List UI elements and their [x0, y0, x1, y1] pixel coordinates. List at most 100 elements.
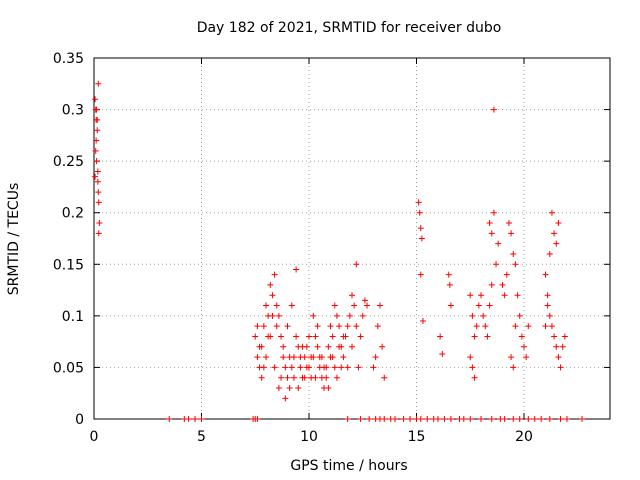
y-tick-label: 0.15 — [53, 257, 84, 273]
data-point — [370, 364, 377, 371]
data-point — [366, 416, 373, 422]
data-point — [478, 416, 484, 422]
data-point — [555, 220, 562, 227]
data-point — [299, 343, 306, 350]
data-point — [357, 416, 364, 422]
data-point — [488, 416, 495, 422]
data-point — [516, 312, 523, 319]
data-point — [258, 374, 265, 381]
data-point — [512, 261, 519, 268]
data-point — [303, 364, 310, 371]
data-point — [508, 230, 515, 237]
data-point — [308, 354, 315, 361]
x-tick-label: 5 — [197, 429, 206, 445]
data-point — [325, 385, 332, 392]
data-point — [514, 292, 521, 299]
data-point — [280, 354, 287, 361]
data-point — [488, 281, 495, 288]
data-point — [551, 230, 558, 237]
data-point — [419, 318, 426, 325]
data-point — [275, 385, 282, 392]
data-point — [486, 220, 493, 227]
data-point — [361, 297, 368, 304]
data-point — [297, 354, 304, 361]
data-point — [478, 292, 484, 299]
data-point — [417, 416, 424, 422]
data-point — [316, 354, 323, 361]
data-point — [278, 374, 285, 381]
data-point — [521, 343, 527, 350]
data-point — [525, 323, 532, 330]
data-point — [260, 364, 267, 371]
data-point — [96, 220, 103, 227]
y-tick-label: 0.05 — [53, 360, 84, 376]
data-point — [346, 312, 353, 319]
data-point — [260, 323, 267, 330]
data-point — [418, 235, 425, 242]
data-point — [467, 416, 474, 422]
data-point — [559, 343, 566, 350]
data-point — [557, 416, 564, 422]
data-point — [301, 374, 308, 381]
data-point — [512, 323, 519, 330]
data-point — [501, 416, 508, 422]
data-point — [93, 106, 100, 113]
data-point — [340, 333, 347, 340]
data-point — [256, 343, 263, 350]
y-tick-label: 0.2 — [62, 206, 84, 222]
data-point — [400, 416, 407, 422]
data-point — [490, 209, 497, 216]
data-point — [508, 354, 515, 361]
data-point — [314, 323, 321, 330]
data-point — [293, 333, 300, 340]
data-point — [417, 225, 424, 232]
data-point — [416, 209, 423, 216]
data-point — [95, 80, 102, 87]
data-point — [282, 395, 289, 402]
data-point — [469, 364, 476, 371]
data-point — [273, 323, 280, 330]
y-tick-label: 0.1 — [62, 309, 84, 325]
data-point — [323, 374, 330, 381]
data-point — [445, 271, 452, 278]
data-point — [553, 343, 560, 350]
data-point — [495, 240, 502, 247]
data-point — [505, 220, 512, 227]
data-point — [95, 189, 102, 196]
data-point — [329, 354, 336, 361]
data-point — [441, 416, 448, 422]
data-point — [482, 323, 489, 330]
data-point — [460, 416, 467, 422]
chart-title: Day 182 of 2021, SRMTID for receiver dub… — [197, 20, 502, 36]
data-point — [551, 333, 558, 340]
data-point — [271, 271, 278, 278]
data-point — [325, 343, 332, 350]
data-point — [447, 416, 454, 422]
data-point — [480, 312, 487, 319]
data-point — [349, 343, 355, 350]
data-point — [446, 281, 453, 288]
data-point — [185, 416, 192, 422]
x-tick-label: 15 — [408, 429, 426, 445]
data-point — [254, 354, 261, 361]
data-point — [557, 364, 564, 371]
data-point — [510, 250, 517, 257]
data-point — [439, 351, 446, 358]
data-point — [284, 374, 291, 381]
data-point — [92, 173, 99, 180]
data-point — [327, 323, 334, 330]
data-point — [312, 333, 319, 340]
data-point — [546, 312, 553, 319]
data-point — [166, 416, 173, 422]
data-point — [351, 302, 358, 309]
y-ticks: 0 0.05 0.1 0.15 0.2 0.25 0.3 0.35 — [53, 51, 610, 428]
x-tick-label: 10 — [300, 429, 318, 445]
data-point — [92, 147, 99, 154]
data-point — [486, 302, 493, 309]
data-point — [349, 292, 355, 299]
data-point — [198, 416, 205, 422]
y-tick-label: 0 — [75, 412, 84, 428]
data-point — [467, 354, 474, 361]
data-point — [94, 178, 101, 185]
data-point — [275, 312, 282, 319]
